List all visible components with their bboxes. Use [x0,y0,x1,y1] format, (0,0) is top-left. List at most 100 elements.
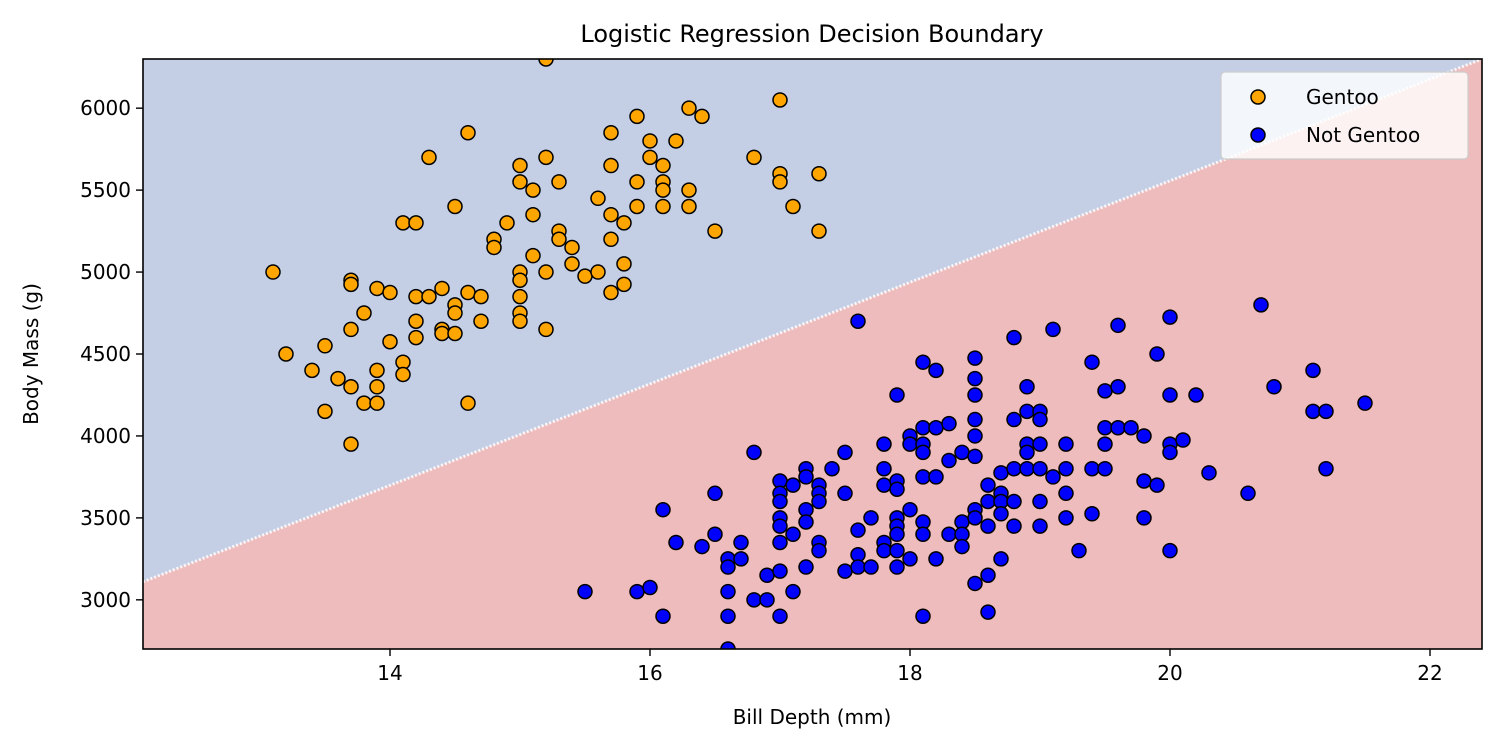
data-point [733,534,749,551]
data-point [1162,309,1178,325]
data-point [785,583,801,600]
data-point [642,133,658,149]
data-point [1162,387,1178,403]
data-point [785,198,801,215]
data-point [343,379,359,395]
data-point [434,325,450,342]
series-not-gentoo [577,297,1373,649]
data-point [629,108,645,125]
data-point [811,542,827,559]
data-point [564,256,580,272]
data-point [655,608,671,624]
data-point [707,485,723,502]
data-point [317,403,333,420]
data-point [265,264,281,280]
data-point [369,280,385,297]
data-point [1305,403,1321,420]
data-point [967,350,983,366]
data-point [772,493,788,510]
data-point [590,264,606,280]
data-point [460,284,476,301]
x-axis-label: Bill Depth (mm) [733,705,892,729]
data-point [928,420,944,436]
legend-label-not-gentoo: Not Gentoo [1306,123,1420,147]
data-point [863,510,879,526]
data-point [915,469,931,485]
data-point [655,198,671,215]
data-point [915,354,931,370]
data-point [577,583,593,600]
legend-marker-gentoo [1250,89,1266,105]
data-point [551,231,567,248]
data-point [1032,411,1048,428]
data-point [772,534,788,551]
data-point [1084,354,1100,370]
data-point [941,452,957,469]
data-point [772,174,788,190]
data-point [681,198,697,215]
data-point [785,526,801,543]
data-point [655,182,671,198]
x-tick-label: 20 [1157,661,1182,685]
data-point [343,436,359,452]
data-point [889,387,905,403]
legend-marker-not-gentoo [1250,127,1266,143]
data-point [668,534,684,551]
scatter-points [265,59,1373,649]
data-point [876,477,892,493]
data-point [993,506,1009,522]
legend: Gentoo Not Gentoo [1220,71,1469,160]
legend-box [1220,71,1469,160]
data-point [525,182,541,198]
data-point [1201,465,1217,481]
data-point [1162,444,1178,461]
data-point [1032,436,1048,452]
data-point [1045,469,1061,485]
data-point [1045,321,1061,338]
data-point [512,313,528,329]
data-point [655,157,671,174]
data-point [408,313,424,329]
data-point [1019,460,1035,477]
data-point [343,321,359,338]
data-point [369,362,385,379]
data-point [1110,379,1126,395]
chart-title: Logistic Regression Decision Boundary [580,20,1043,48]
y-axis-label: Body Mass (g) [19,283,43,425]
data-point [577,268,593,284]
data-point [798,469,814,485]
data-point [1006,493,1022,510]
data-point [785,477,801,493]
data-point [850,313,866,329]
data-point [1084,460,1100,477]
x-tick-label: 22 [1417,661,1442,685]
data-point [928,469,944,485]
data-point [1032,460,1048,477]
data-point [980,477,996,493]
data-point [1318,403,1334,420]
data-point [915,420,931,436]
data-point [1136,473,1152,489]
data-point [720,583,736,600]
data-point [538,59,554,67]
data-point [1006,460,1022,477]
data-point [538,321,554,338]
data-point [746,592,762,608]
y-tick-label: 3500 [80,506,131,530]
data-point [499,215,515,231]
data-point [473,313,489,329]
x-tick-label: 14 [377,661,402,685]
data-point [772,563,788,579]
data-point [1136,510,1152,526]
data-point [629,174,645,190]
data-point [304,362,320,379]
data-point [1019,444,1035,461]
data-point [1097,383,1113,399]
data-point [369,379,385,395]
data-point [798,559,814,575]
data-point [408,329,424,346]
data-point [447,325,463,342]
data-point [1123,420,1139,436]
data-point [954,538,970,555]
data-point [850,522,866,538]
